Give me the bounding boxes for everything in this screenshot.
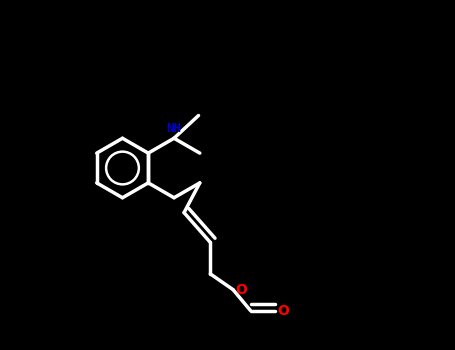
Text: O: O: [235, 283, 247, 297]
Text: O: O: [277, 304, 288, 318]
Text: NH: NH: [167, 122, 182, 135]
